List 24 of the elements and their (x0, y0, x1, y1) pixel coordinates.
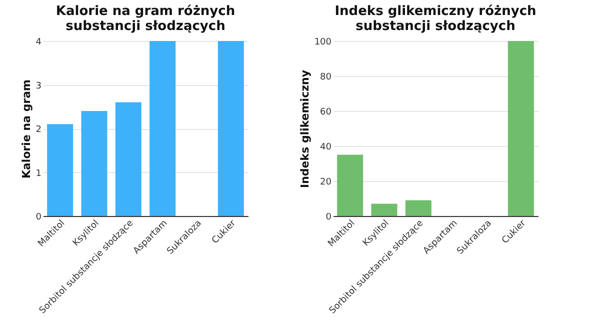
y-tick-label: 1 (36, 168, 42, 179)
y-tick-label: 20 (320, 178, 332, 188)
y-tick-label: 40 (320, 142, 332, 152)
y-tick-label: 80 (320, 72, 332, 82)
bar (150, 41, 176, 216)
bar (508, 41, 534, 216)
bar (337, 154, 364, 216)
chart-title: Kalorie na gram różnych substancji słodzących (56, 4, 236, 34)
bar (218, 41, 244, 216)
y-tick-label: 3 (36, 81, 42, 92)
y-axis-title: Indeks glikemiczny (298, 70, 312, 188)
y-tick-label: 100 (314, 38, 332, 48)
bar (371, 204, 398, 216)
bar (81, 111, 108, 216)
y-tick-label: 0 (36, 212, 42, 222)
bar (405, 200, 432, 216)
bar (115, 102, 142, 216)
chart-title: Indeks glikemiczny różnych substancji słodzących (334, 4, 536, 34)
y-axis-title: Kalorie na gram (20, 79, 33, 179)
y-tick-label: 60 (320, 108, 332, 118)
y-tick-label: 0 (326, 212, 332, 222)
y-tick-label: 4 (36, 38, 42, 48)
y-tick-label: 2 (36, 125, 42, 135)
bar (47, 124, 74, 216)
